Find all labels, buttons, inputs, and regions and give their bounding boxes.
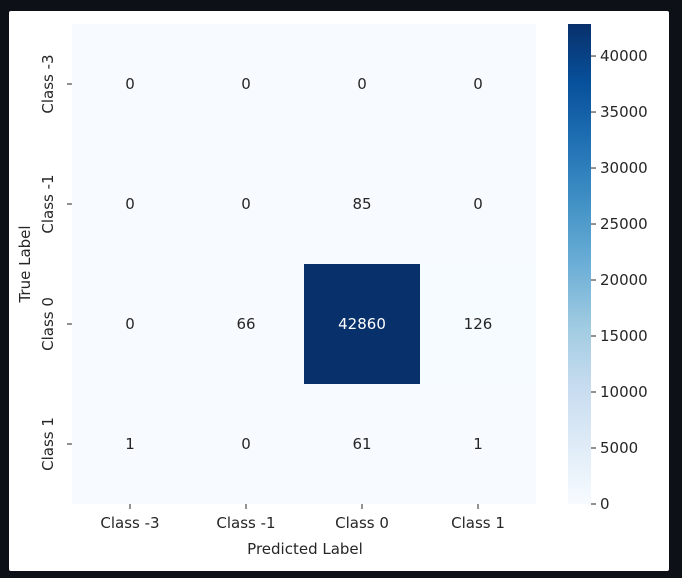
colorbar-tick-label: 20000 — [600, 271, 648, 289]
cell-value-label: 42860 — [338, 315, 386, 333]
y-tick-label: Class -1 — [39, 174, 57, 233]
cell-value-label: 0 — [241, 75, 251, 93]
heatmap-cell — [420, 144, 536, 264]
y-axis-ticks: Class -3 Class -1 Class 0 Class 1 — [39, 54, 72, 471]
cell-value-label: 0 — [357, 75, 367, 93]
colorbar-ticks: 0 5000 10000 15000 20000 25000 30000 35000 40000 — [591, 47, 648, 513]
heatmap-cell — [304, 144, 420, 264]
cell-value-label: 0 — [125, 75, 135, 93]
x-axis-ticks: Class -3 Class -1 Class 0 Class 1 — [100, 504, 505, 532]
colorbar-tick-label: 30000 — [600, 159, 648, 177]
colorbar-tick-label: 5000 — [600, 439, 638, 457]
cell-value-label: 0 — [125, 315, 135, 333]
cell-value-label: 0 — [473, 195, 483, 213]
cell-value-label: 0 — [241, 195, 251, 213]
heatmap-cell-labels: 0 0 0 0 0 0 85 0 0 66 42860 126 1 0 61 1 — [125, 75, 492, 453]
y-tick-label: Class 0 — [39, 297, 57, 351]
heatmap-cell — [304, 24, 420, 144]
cell-value-label: 0 — [473, 75, 483, 93]
cell-value-label: 85 — [352, 195, 371, 213]
y-tick-label: Class 1 — [39, 417, 57, 471]
heatmap-cell — [72, 144, 188, 264]
cell-value-label: 0 — [125, 195, 135, 213]
heatmap-cell — [188, 384, 304, 504]
y-axis-label: True Label — [16, 225, 34, 303]
colorbar-tick-label: 15000 — [600, 327, 648, 345]
heatmap-cell — [188, 144, 304, 264]
x-tick-label: Class -1 — [216, 514, 275, 532]
heatmap-cell — [188, 264, 304, 384]
colorbar-tick-label: 40000 — [600, 47, 648, 65]
heatmap-cells — [72, 24, 536, 504]
chart-frame: 0 0 0 0 0 0 85 0 0 66 42860 126 1 0 61 1 Class -3 Class … — [9, 11, 669, 571]
heatmap-cell — [420, 384, 536, 504]
x-axis-label: Predicted Label — [247, 540, 363, 558]
colorbar — [568, 24, 591, 504]
cell-value-label: 126 — [464, 315, 493, 333]
heatmap-cell — [72, 24, 188, 144]
heatmap-cell — [72, 264, 188, 384]
cell-value-label: 1 — [473, 435, 483, 453]
cell-value-label: 61 — [352, 435, 371, 453]
x-tick-label: Class -3 — [100, 514, 159, 532]
colorbar-tick-label: 25000 — [600, 215, 648, 233]
heatmap-cell — [304, 264, 420, 384]
heatmap-cell — [304, 384, 420, 504]
heatmap-cell — [420, 264, 536, 384]
heatmap-cell — [420, 24, 536, 144]
y-tick-label: Class -3 — [39, 54, 57, 113]
x-tick-label: Class 0 — [335, 514, 389, 532]
heatmap-cell — [72, 384, 188, 504]
cell-value-label: 66 — [236, 315, 255, 333]
colorbar-tick-label: 10000 — [600, 383, 648, 401]
cell-value-label: 0 — [241, 435, 251, 453]
colorbar-tick-label: 35000 — [600, 103, 648, 121]
heatmap-cell — [188, 24, 304, 144]
x-tick-label: Class 1 — [451, 514, 505, 532]
cell-value-label: 1 — [125, 435, 135, 453]
colorbar-tick-label: 0 — [600, 495, 610, 513]
